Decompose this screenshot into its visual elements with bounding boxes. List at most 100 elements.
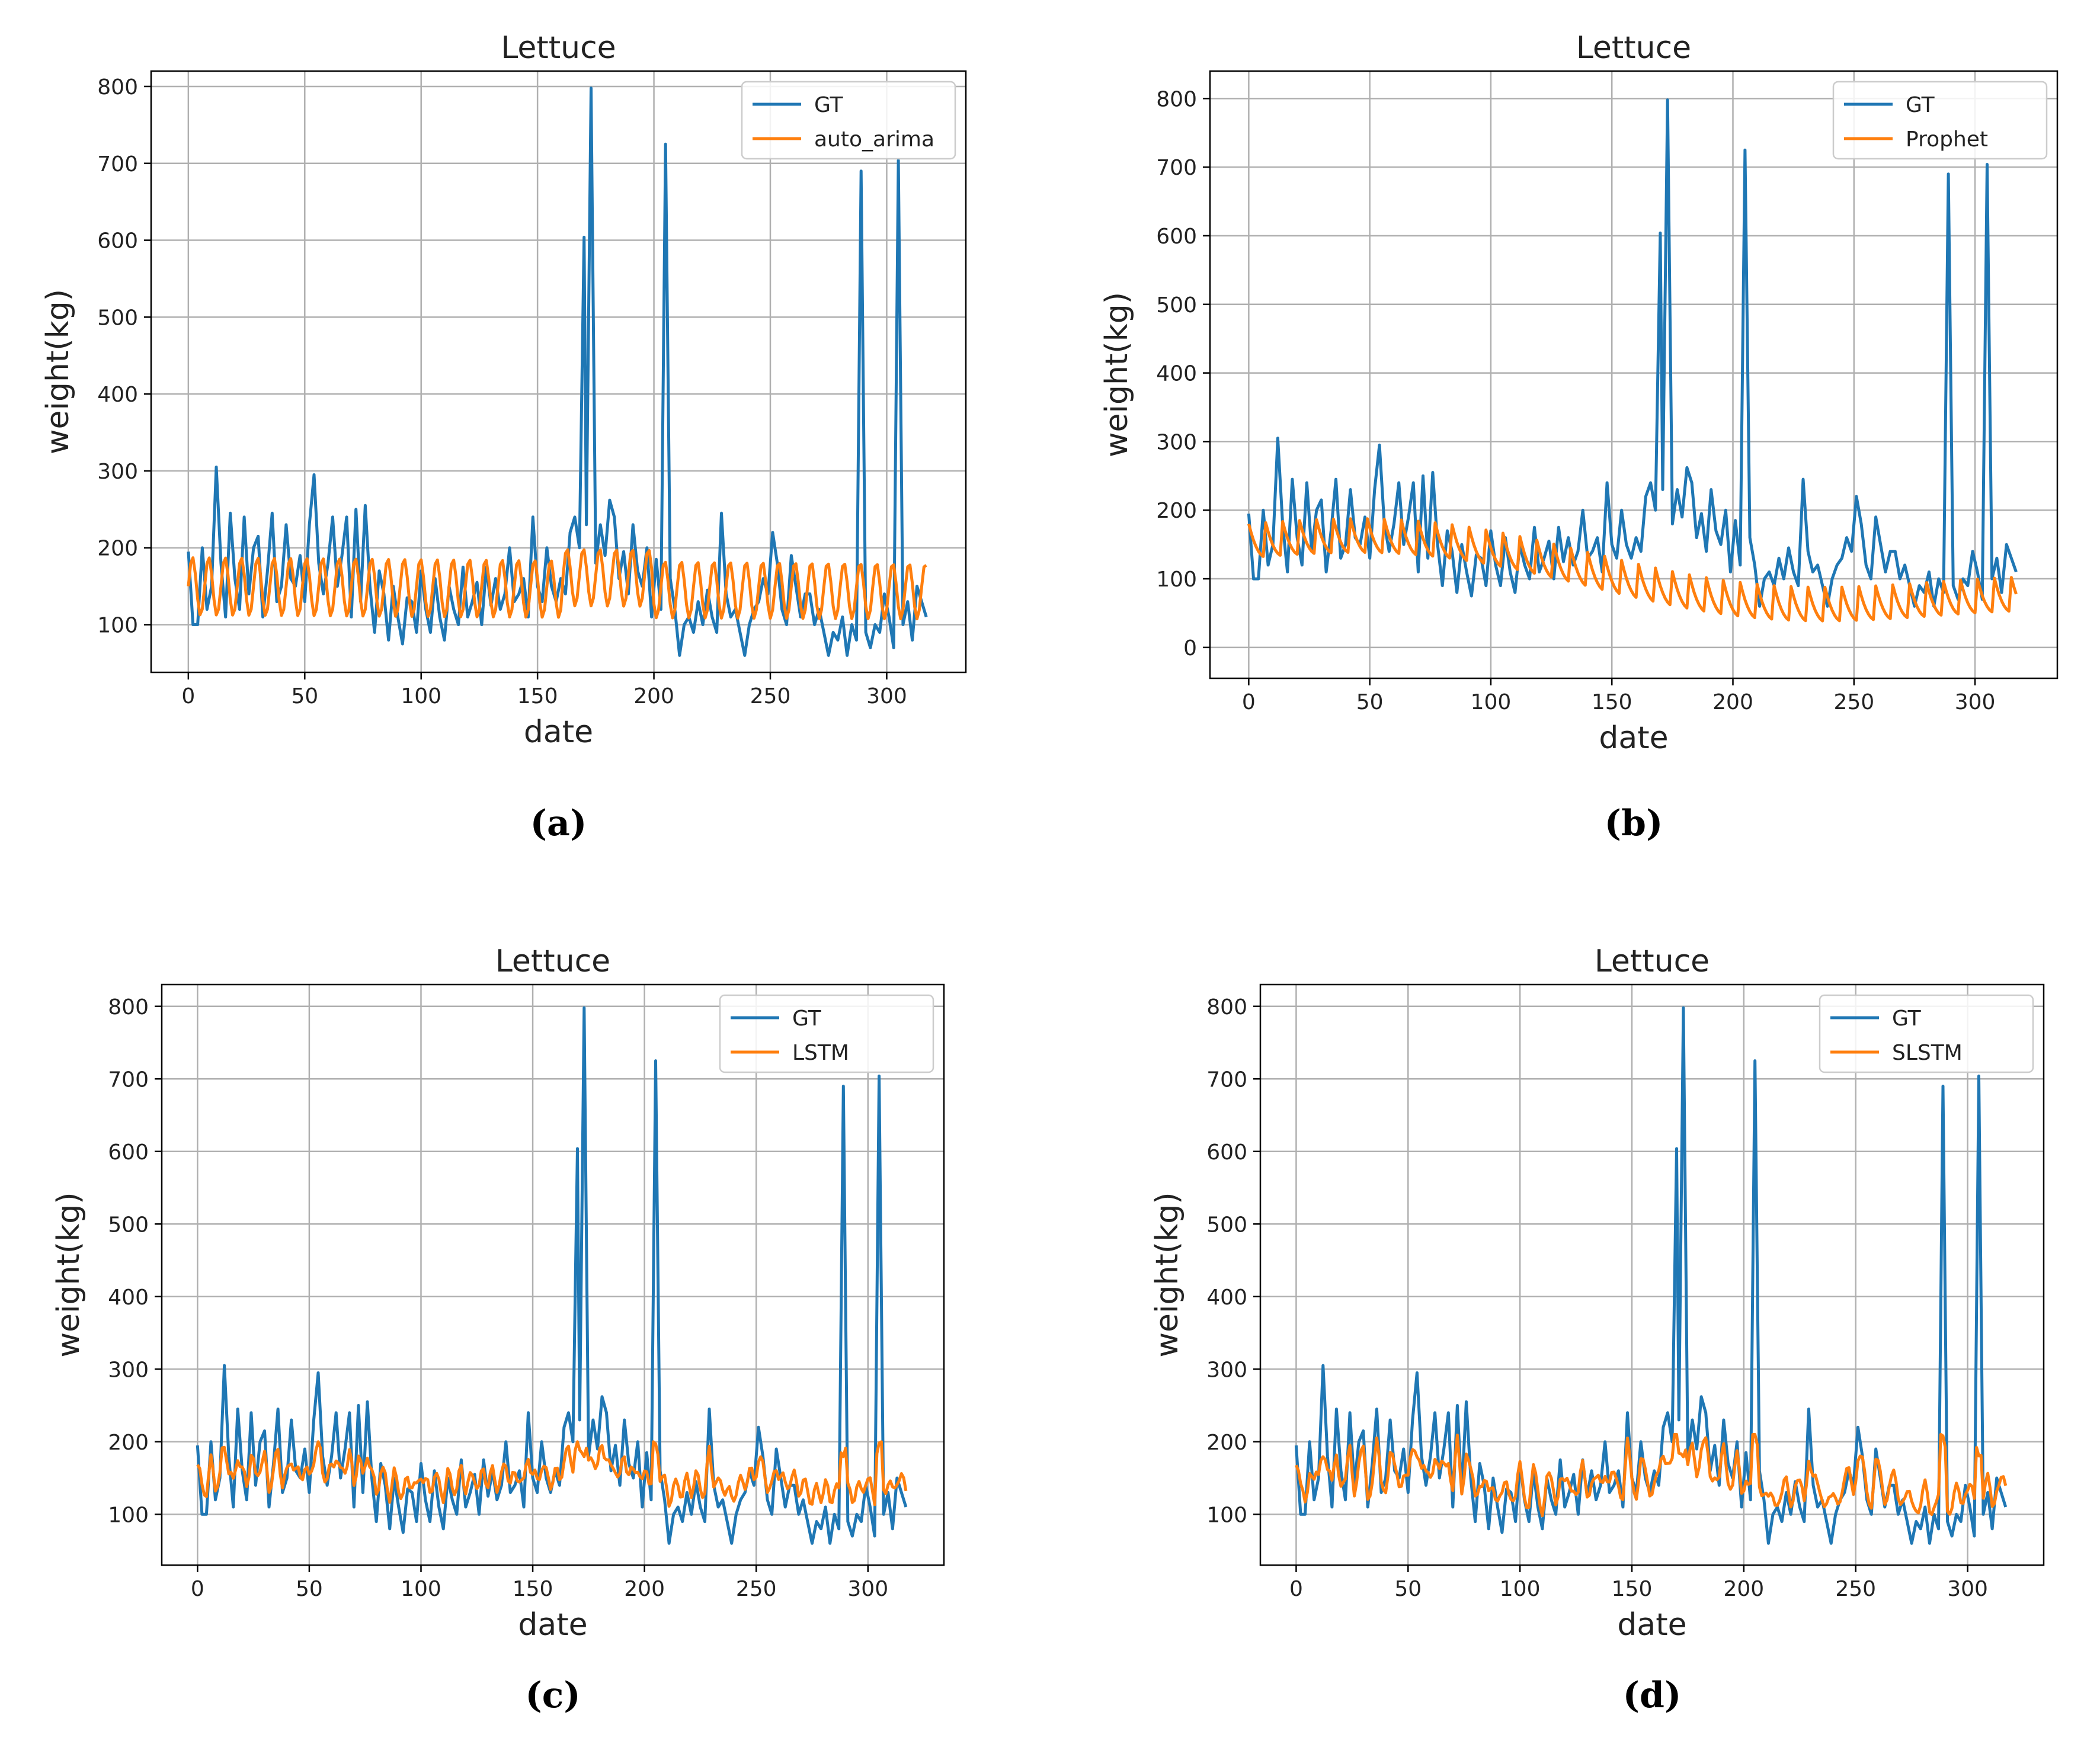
series-line-gt-a — [187, 86, 928, 657]
x-tick-label-a-4: 200 — [633, 684, 674, 708]
series-line-gt-c — [196, 1006, 908, 1545]
x-axis-label-a: date — [524, 714, 593, 750]
y-tick-label-d-3: 400 — [1206, 1285, 1247, 1310]
x-tick-label-d-1: 50 — [1394, 1577, 1422, 1601]
chart-title-b: Lettuce — [1576, 30, 1691, 66]
series-line-prophet-b — [1247, 517, 2018, 623]
y-tick-label-c-2: 300 — [108, 1358, 149, 1382]
legend-label-c-1: LSTM — [792, 1041, 849, 1065]
y-tick-label-b-2: 200 — [1156, 499, 1197, 523]
chart-title-d: Lettuce — [1595, 944, 1710, 979]
y-axis-label-a: weight(kg) — [40, 289, 76, 454]
y-tick-label-c-5: 600 — [108, 1140, 149, 1165]
legend-label-b-0: GT — [1906, 93, 1935, 117]
caption-a: (a) — [530, 803, 587, 844]
x-tick-label-b-1: 50 — [1356, 690, 1384, 714]
chart-c: Lettuce 0 50 100 150 200 250 300 100 200 300 400 500… — [51, 944, 945, 1716]
legend-label-a-0: GT — [814, 93, 844, 117]
caption-b: (b) — [1605, 803, 1663, 844]
y-tick-label-d-4: 500 — [1206, 1213, 1247, 1237]
y-tick-label-a-6: 700 — [97, 152, 138, 177]
x-tick-label-a-6: 300 — [866, 684, 907, 708]
y-tick-label-b-4: 400 — [1156, 362, 1197, 386]
x-tick-label-d-2: 100 — [1500, 1577, 1541, 1601]
y-tick-label-c-3: 400 — [108, 1285, 149, 1310]
x-tick-label-a-3: 150 — [517, 684, 558, 708]
y-tick-label-d-7: 800 — [1206, 995, 1247, 1020]
y-tick-label-d-1: 200 — [1206, 1431, 1247, 1455]
x-tick-label-b-3: 150 — [1592, 690, 1632, 714]
x-tick-label-c-3: 150 — [513, 1577, 553, 1601]
panel-d: Lettuce 0 50 100 150 200 250 300 100 200 300 400 500… — [1050, 872, 2100, 1744]
y-tick-label-a-2: 300 — [97, 460, 138, 484]
panel-b: Lettuce 0 50 100 150 200 250 300 0 100 200 300 400 50… — [1050, 0, 2100, 872]
legend-label-a-1: auto_arima — [814, 127, 934, 152]
panel-a: Lettuce 0 50 100 150 200 250 300 100 200 300 400 500… — [0, 0, 1050, 872]
x-tick-label-a-1: 50 — [291, 684, 318, 708]
y-tick-label-d-5: 600 — [1206, 1140, 1247, 1165]
y-tick-label-b-7: 700 — [1156, 156, 1197, 180]
x-tick-label-c-4: 200 — [624, 1577, 665, 1601]
chart-a: Lettuce 0 50 100 150 200 250 300 100 200 300 400 500… — [40, 30, 967, 844]
x-tick-label-c-2: 100 — [401, 1577, 441, 1601]
y-tick-label-d-0: 100 — [1206, 1503, 1247, 1527]
chart-d: Lettuce 0 50 100 150 200 250 300 100 200 300 400 500… — [1150, 944, 2045, 1716]
axes-frame-c — [161, 983, 945, 1566]
y-tick-label-b-3: 300 — [1156, 430, 1197, 454]
y-tick-label-a-0: 100 — [97, 614, 138, 638]
axes-frame-a — [150, 70, 967, 674]
x-tick-label-b-2: 100 — [1471, 690, 1512, 714]
y-tick-label-c-0: 100 — [108, 1503, 149, 1527]
axes-frame-d — [1259, 983, 2045, 1566]
y-tick-label-a-4: 500 — [97, 306, 138, 330]
y-tick-label-a-3: 400 — [97, 383, 138, 407]
x-tick-label-d-3: 150 — [1612, 1577, 1653, 1601]
x-tick-label-c-1: 50 — [296, 1577, 323, 1601]
x-tick-label-d-5: 250 — [1835, 1577, 1876, 1601]
caption-d: (d) — [1623, 1675, 1682, 1716]
series-line-gt-b — [1247, 98, 2018, 608]
y-tick-label-c-4: 500 — [108, 1213, 149, 1237]
x-tick-label-c-5: 250 — [736, 1577, 777, 1601]
y-tick-label-a-7: 800 — [97, 75, 138, 100]
y-tick-label-d-6: 700 — [1206, 1067, 1247, 1092]
axes-frame-b — [1209, 70, 2059, 679]
x-axis-label-c: date — [518, 1607, 587, 1643]
series-line-slstm-d — [1295, 1433, 2008, 1518]
y-axis-label-d: weight(kg) — [1150, 1192, 1185, 1357]
y-tick-label-d-2: 300 — [1206, 1358, 1247, 1382]
legend-label-d-0: GT — [1892, 1006, 1922, 1031]
x-tick-label-b-6: 300 — [1955, 690, 1996, 714]
x-axis-label-b: date — [1599, 720, 1668, 756]
x-tick-label-a-0: 0 — [181, 684, 195, 708]
series-line-gt-d — [1294, 1006, 2008, 1545]
chart-title-c: Lettuce — [495, 944, 610, 979]
y-axis-label-b: weight(kg) — [1099, 292, 1135, 457]
y-tick-label-c-1: 200 — [108, 1431, 149, 1455]
x-tick-label-a-2: 100 — [401, 684, 441, 708]
y-tick-label-b-5: 500 — [1156, 293, 1197, 318]
y-tick-label-b-8: 800 — [1156, 87, 1197, 111]
y-tick-label-b-0: 0 — [1183, 636, 1197, 661]
x-tick-label-d-0: 0 — [1289, 1577, 1303, 1601]
y-tick-label-c-7: 800 — [108, 995, 149, 1020]
chart-title-a: Lettuce — [501, 30, 616, 66]
y-tick-label-a-5: 600 — [97, 229, 138, 254]
y-tick-label-b-1: 100 — [1156, 568, 1197, 592]
x-tick-label-b-4: 200 — [1712, 690, 1753, 714]
legend-label-c-0: GT — [792, 1006, 822, 1031]
x-axis-label-d: date — [1617, 1607, 1686, 1643]
y-axis-label-c: weight(kg) — [51, 1192, 87, 1357]
chart-b: Lettuce 0 50 100 150 200 250 300 0 100 200 300 400 50… — [1099, 30, 2059, 844]
legend-label-b-1: Prophet — [1906, 127, 1988, 152]
x-tick-label-d-4: 200 — [1724, 1577, 1765, 1601]
series-line-auto-arima-a — [187, 548, 927, 621]
y-tick-label-b-6: 600 — [1156, 225, 1197, 249]
y-tick-label-a-1: 200 — [97, 537, 138, 561]
x-tick-label-a-5: 250 — [750, 684, 791, 708]
legend-label-d-1: SLSTM — [1892, 1041, 1963, 1065]
panel-c: Lettuce 0 50 100 150 200 250 300 100 200 300 400 500… — [0, 872, 1050, 1744]
x-tick-label-b-0: 0 — [1242, 690, 1256, 714]
x-tick-label-c-6: 300 — [847, 1577, 888, 1601]
y-tick-label-c-6: 700 — [108, 1067, 149, 1092]
